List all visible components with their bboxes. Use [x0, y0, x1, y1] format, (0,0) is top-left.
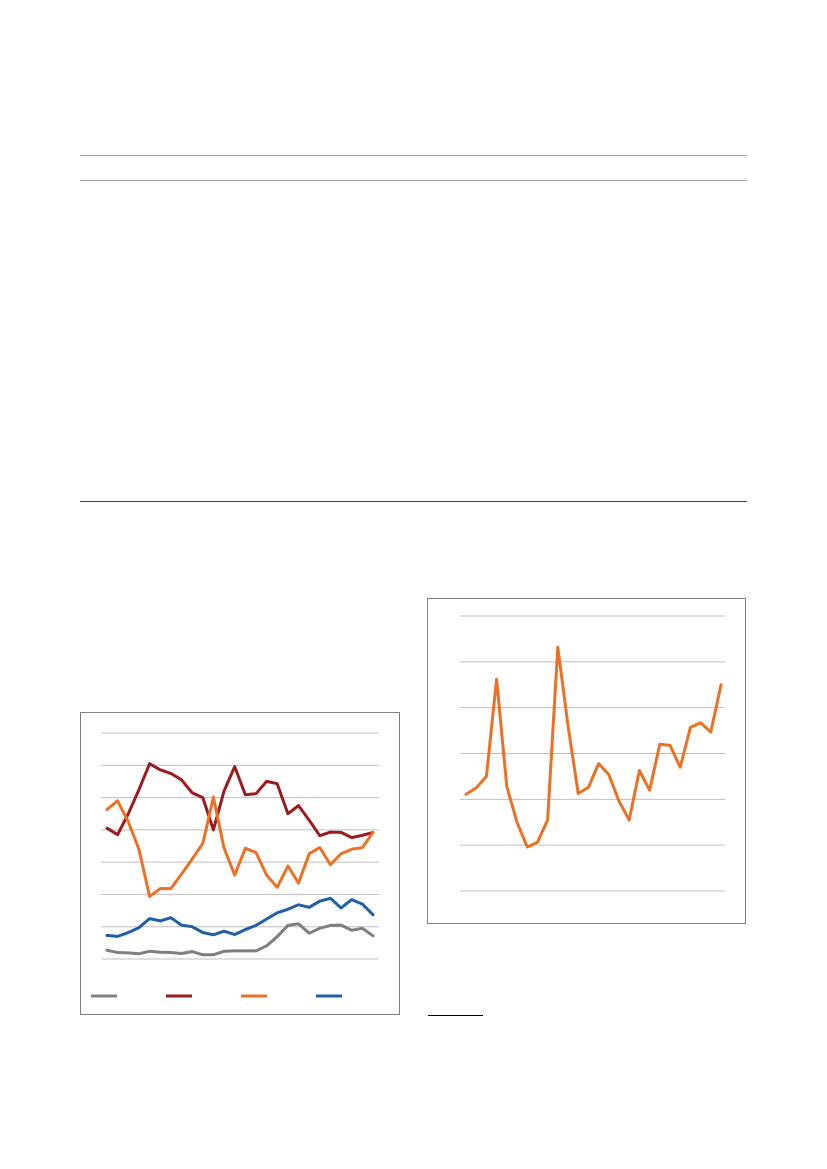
left-chart-series-line-4: [105, 896, 375, 938]
top-rule: [80, 155, 747, 156]
right-chart-series-line-1: [464, 645, 723, 849]
left-chart: [80, 712, 400, 1015]
header-rule: [80, 180, 747, 181]
right-chart: [427, 598, 746, 924]
right-chart-svg: [460, 615, 725, 892]
left-chart-series-line-3: [105, 795, 375, 898]
left-chart-series-line-1: [105, 922, 375, 957]
section-rule: [80, 501, 747, 502]
left-chart-series-line-2: [105, 762, 375, 840]
source-underline: [428, 1015, 483, 1016]
left-chart-svg: [91, 732, 379, 998]
